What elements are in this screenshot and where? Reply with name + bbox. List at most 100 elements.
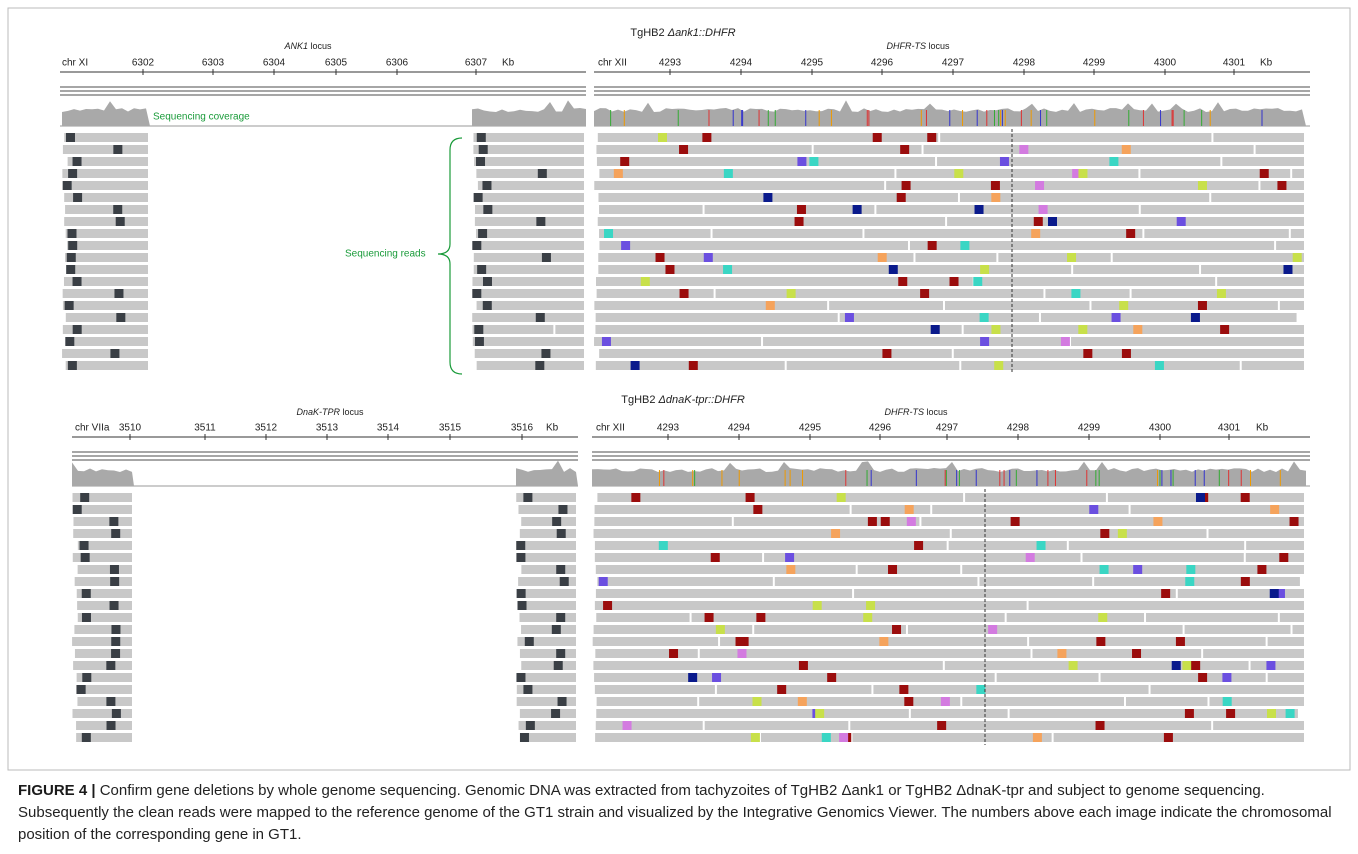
read: [1045, 289, 1129, 298]
title-prefix: TgHB2: [621, 394, 658, 406]
mismatch: [928, 241, 937, 250]
mismatch: [888, 565, 897, 574]
mismatch: [80, 541, 89, 550]
mismatch: [1126, 229, 1135, 238]
ruler-unit: Kb: [546, 423, 559, 434]
mismatch: [920, 289, 929, 298]
ruler-tick-label: 4294: [730, 58, 753, 69]
coverage-area: [62, 101, 150, 126]
read: [520, 649, 576, 658]
mismatch: [641, 277, 650, 286]
read: [1029, 601, 1304, 610]
mismatch: [763, 193, 772, 202]
mismatch: [1220, 325, 1229, 334]
mismatch: [665, 265, 674, 274]
mismatch: [472, 289, 481, 298]
read: [599, 205, 703, 214]
ruler-unit: Kb: [502, 58, 515, 69]
mismatch: [110, 565, 119, 574]
mismatch: [822, 733, 831, 742]
read: [478, 181, 584, 190]
ruler-tick-label: 6303: [202, 58, 225, 69]
read: [1073, 265, 1199, 274]
read: [1280, 613, 1304, 622]
mismatch: [1161, 589, 1170, 598]
read: [595, 601, 867, 610]
read: [595, 325, 961, 334]
figure: TgHB2 Δank1::DHFRANK1 locuschr XI6302630…: [0, 0, 1358, 854]
mismatch: [1037, 541, 1046, 550]
read: [854, 589, 1176, 598]
read: [924, 145, 1254, 154]
read: [850, 721, 1211, 730]
locus-gene: DnaK-TPR: [296, 407, 340, 417]
mismatch: [1061, 337, 1070, 346]
mismatch: [73, 193, 82, 202]
mismatch: [976, 685, 985, 694]
mismatch: [689, 361, 698, 370]
mismatch: [1078, 325, 1087, 334]
read: [476, 229, 584, 238]
mismatch: [107, 721, 116, 730]
mismatch: [1260, 169, 1269, 178]
read: [599, 229, 710, 238]
read: [911, 709, 1008, 718]
mismatch: [1176, 637, 1185, 646]
read: [75, 649, 132, 658]
mismatch: [786, 565, 795, 574]
mismatch: [1155, 361, 1164, 370]
read: [474, 253, 584, 262]
ruler-tick-label: 3512: [255, 423, 278, 434]
read: [1082, 553, 1243, 562]
mismatch: [516, 541, 525, 550]
read: [949, 541, 1067, 550]
read: [594, 529, 950, 538]
mismatch: [621, 241, 630, 250]
mismatch: [1096, 721, 1105, 730]
mismatch: [1177, 217, 1186, 226]
read: [1007, 613, 1144, 622]
mismatch: [82, 613, 91, 622]
read: [1178, 589, 1304, 598]
ruler-tick-label: 6302: [132, 58, 155, 69]
mismatch: [751, 733, 760, 742]
mismatch: [1039, 205, 1048, 214]
read: [1010, 709, 1298, 718]
mismatch: [113, 145, 122, 154]
mismatch: [477, 265, 486, 274]
coverage-area: [516, 461, 578, 486]
mismatch: [1191, 313, 1200, 322]
mismatch: [785, 553, 794, 562]
read: [521, 673, 576, 682]
mismatch: [80, 493, 89, 502]
coverage-area: [72, 462, 134, 486]
read: [597, 577, 772, 586]
mismatch: [602, 337, 611, 346]
mismatch: [67, 253, 76, 262]
mismatch: [66, 265, 75, 274]
locus-suffix: locus: [926, 41, 950, 51]
mismatch: [82, 673, 91, 682]
mismatch: [1185, 577, 1194, 586]
caption: FIGURE 4 | Confirm gene deletions by who…: [18, 780, 1340, 846]
mismatch: [516, 553, 525, 562]
mismatch: [905, 505, 914, 514]
read: [63, 301, 148, 310]
mismatch: [68, 361, 77, 370]
mismatch: [704, 253, 713, 262]
mismatch: [106, 697, 115, 706]
read: [1246, 541, 1304, 550]
mismatch: [603, 601, 612, 610]
read: [598, 217, 945, 226]
mismatch: [723, 265, 732, 274]
mismatch: [868, 517, 877, 526]
read: [64, 217, 148, 226]
mismatch: [552, 517, 561, 526]
mismatch: [991, 181, 1000, 190]
read: [597, 493, 963, 502]
mismatch: [889, 265, 898, 274]
ruler-tick-label: 4296: [871, 58, 894, 69]
mismatch: [520, 733, 529, 742]
chrom-label: chr XI: [62, 58, 88, 69]
ruler-tick-label: 4295: [799, 423, 822, 434]
